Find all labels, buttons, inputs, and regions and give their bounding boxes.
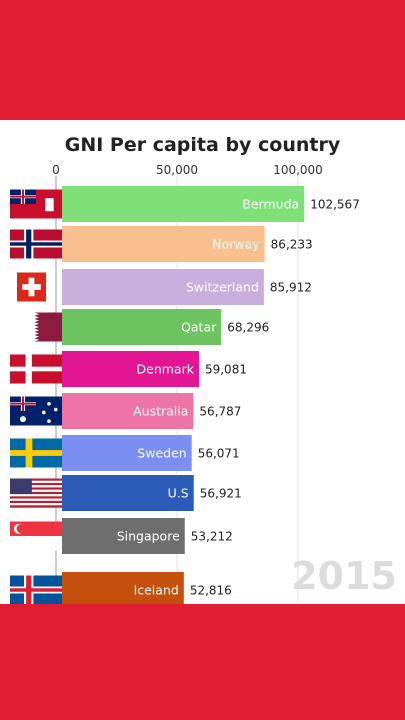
bar-country-label: Qatar bbox=[181, 320, 217, 335]
bar-7 bbox=[62, 475, 194, 511]
iceland-flag-icon bbox=[10, 575, 62, 604]
bar-6 bbox=[62, 435, 192, 471]
bar-country-label: Bermuda bbox=[242, 197, 299, 212]
bar-value-label: 56,787 bbox=[199, 405, 241, 419]
bermuda-flag-icon bbox=[10, 189, 62, 219]
x-tick-label: 0 bbox=[52, 163, 60, 177]
bar-country-label: Switzerland bbox=[186, 280, 259, 295]
sweden-flag-icon bbox=[10, 438, 62, 468]
bar-9 bbox=[62, 572, 184, 604]
x-tick-label: 100,000 bbox=[273, 163, 323, 177]
bar-chart: 0 50,000 100,000 Bermuda 102,567 Norway 86,233… bbox=[10, 163, 360, 604]
bar-3 bbox=[62, 309, 222, 345]
bar-country-label: Norway bbox=[212, 237, 260, 252]
switzerland-flag-icon bbox=[17, 272, 46, 302]
australia-flag-icon bbox=[10, 396, 62, 426]
bar-country-label: Australia bbox=[133, 404, 188, 419]
bar-country-label: Singapore bbox=[117, 529, 180, 544]
bar-5 bbox=[62, 393, 194, 429]
bar-country-label: Sweden bbox=[137, 446, 186, 461]
chart-title: GNI Per capita by country bbox=[64, 134, 341, 156]
bar-value-label: 56,071 bbox=[198, 447, 240, 461]
bar-1 bbox=[62, 226, 265, 262]
bar-value-label: 85,912 bbox=[270, 281, 312, 295]
bar-value-label: 53,212 bbox=[191, 530, 233, 544]
bar-country-label: Iceland bbox=[134, 583, 179, 598]
bar-2 bbox=[62, 269, 264, 305]
us-flag-icon bbox=[10, 478, 62, 508]
qatar-flag-icon bbox=[25, 312, 63, 342]
denmark-flag-icon bbox=[10, 354, 62, 384]
bar-value-label: 52,816 bbox=[190, 584, 232, 598]
bar-value-label: 56,921 bbox=[200, 487, 242, 501]
singapore-flag-icon bbox=[10, 521, 62, 551]
bar-value-label: 102,567 bbox=[310, 198, 360, 212]
bar-value-label: 86,233 bbox=[271, 238, 313, 252]
bar-value-label: 59,081 bbox=[205, 363, 247, 377]
bar-4 bbox=[62, 351, 199, 387]
chart-panel: GNI Per capita by country 0 50,000 100,000… bbox=[0, 120, 405, 604]
bar-0 bbox=[62, 186, 305, 222]
bar-country-label: U.S bbox=[168, 486, 189, 501]
bar-8 bbox=[62, 518, 185, 554]
bar-value-label: 68,296 bbox=[227, 321, 269, 335]
x-tick-label: 50,000 bbox=[156, 163, 198, 177]
bar-country-label: Denmark bbox=[137, 362, 195, 377]
norway-flag-icon bbox=[10, 229, 62, 259]
year-label: 2015 bbox=[291, 554, 397, 598]
